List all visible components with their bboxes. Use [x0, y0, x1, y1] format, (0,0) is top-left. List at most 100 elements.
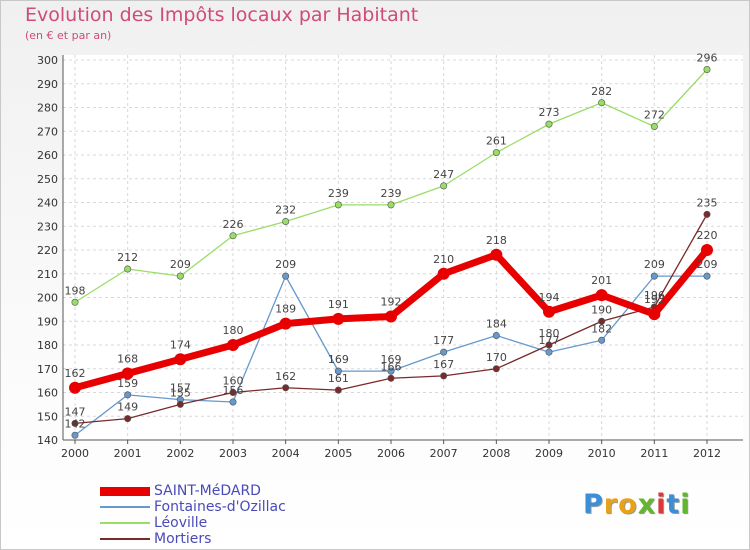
legend-swatch-saint-medard [100, 487, 150, 496]
data-point-saint-m-dard [332, 312, 345, 325]
data-label-saint-m-dard: 180 [223, 324, 244, 337]
data-point-saint-m-dard [543, 305, 555, 318]
data-label-fontaines-d-ozillac: 209 [275, 258, 296, 271]
data-label-saint-m-dard: 168 [117, 353, 138, 366]
data-label-saint-m-dard: 192 [381, 296, 402, 309]
data-point-saint-m-dard [385, 310, 397, 323]
data-label-fontaines-d-ozillac: 169 [328, 353, 349, 366]
data-label-mortiers: 162 [275, 370, 296, 383]
data-label-l-oville: 239 [328, 187, 349, 200]
data-label-mortiers: 180 [539, 327, 560, 340]
y-tick-label: 240 [37, 197, 58, 210]
y-tick-label: 270 [37, 125, 58, 138]
logo-letter: i [680, 489, 691, 520]
y-tick-label: 220 [37, 244, 58, 257]
data-point-saint-m-dard [227, 339, 239, 351]
data-label-fontaines-d-ozillac: 156 [223, 384, 244, 397]
x-tick-label: 2011 [640, 447, 668, 460]
data-label-mortiers: 149 [117, 401, 138, 414]
data-point-l-oville [282, 218, 290, 226]
y-tick-label: 170 [37, 363, 58, 376]
data-label-l-oville: 232 [275, 204, 296, 217]
data-label-fontaines-d-ozillac: 184 [486, 318, 507, 331]
y-tick-label: 250 [37, 173, 58, 186]
data-point-mortiers [387, 374, 395, 382]
data-label-l-oville: 212 [117, 251, 138, 264]
data-point-fontaines-d-ozillac [492, 331, 500, 339]
data-label-saint-m-dard: 174 [170, 338, 191, 351]
y-tick-label: 260 [37, 149, 58, 162]
logo-letter: r [603, 489, 619, 520]
data-label-mortiers: 161 [328, 372, 349, 385]
logo-letter: x [637, 489, 657, 520]
x-tick-label: 2004 [272, 447, 300, 460]
data-point-l-oville [492, 149, 500, 157]
x-tick-label: 2002 [166, 447, 194, 460]
data-point-saint-m-dard [648, 308, 661, 321]
x-tick-label: 2001 [114, 447, 142, 460]
y-tick-label: 300 [37, 54, 58, 67]
data-label-saint-m-dard: 210 [433, 253, 454, 266]
data-point-mortiers [282, 384, 290, 392]
data-point-l-oville [229, 232, 237, 240]
y-tick-label: 150 [37, 410, 58, 423]
data-label-l-oville: 282 [591, 85, 612, 98]
x-tick-label: 2012 [693, 447, 721, 460]
data-point-saint-m-dard [437, 267, 450, 280]
data-label-mortiers: 155 [170, 386, 191, 399]
data-point-fontaines-d-ozillac [387, 367, 395, 375]
data-point-l-oville [598, 99, 606, 107]
data-point-fontaines-d-ozillac [545, 348, 553, 356]
data-point-l-oville [124, 265, 132, 273]
y-tick-label: 280 [37, 102, 58, 115]
data-label-l-oville: 239 [381, 187, 402, 200]
data-label-mortiers: 147 [65, 405, 86, 418]
legend-label-mortiers: Mortiers [154, 531, 212, 547]
x-tick-label: 2000 [61, 447, 89, 460]
data-label-saint-m-dard: 194 [539, 291, 560, 304]
data-point-fontaines-d-ozillac [229, 398, 237, 406]
legend-swatch-mortiers [100, 538, 150, 540]
data-point-saint-m-dard [595, 289, 608, 302]
data-point-mortiers [229, 388, 237, 396]
y-tick-label: 160 [37, 387, 58, 400]
data-point-saint-m-dard [69, 381, 81, 394]
data-point-fontaines-d-ozillac [334, 367, 342, 375]
data-point-saint-m-dard [279, 317, 292, 330]
y-tick-label: 200 [37, 292, 58, 305]
data-point-fontaines-d-ozillac [71, 431, 79, 439]
y-tick-label: 230 [37, 220, 58, 233]
data-label-saint-m-dard: 218 [486, 234, 507, 247]
data-label-mortiers: 190 [591, 303, 612, 316]
x-tick-label: 2005 [324, 447, 352, 460]
x-tick-label: 2009 [535, 447, 563, 460]
data-label-fontaines-d-ozillac: 209 [697, 258, 718, 271]
data-label-fontaines-d-ozillac: 177 [433, 334, 454, 347]
legend-label-saint-medard: SAINT-MéDARD [154, 483, 261, 499]
x-tick-label: 2010 [588, 447, 616, 460]
data-label-fontaines-d-ozillac: 182 [591, 322, 612, 335]
data-point-mortiers [703, 210, 711, 218]
data-label-fontaines-d-ozillac: 142 [65, 417, 86, 430]
data-point-l-oville [703, 66, 711, 74]
data-label-mortiers: 235 [697, 196, 718, 209]
logo-letter: o [618, 489, 638, 520]
data-point-saint-m-dard [121, 367, 134, 380]
data-point-fontaines-d-ozillac [598, 336, 606, 344]
data-label-fontaines-d-ozillac: 177 [539, 334, 560, 347]
data-point-fontaines-d-ozillac [650, 272, 658, 280]
data-point-l-oville [650, 123, 658, 131]
data-label-l-oville: 261 [486, 135, 507, 148]
data-point-mortiers [492, 365, 500, 373]
data-point-mortiers [598, 317, 606, 325]
data-point-saint-m-dard [490, 248, 503, 261]
logo-letter: t [666, 489, 681, 520]
data-label-fontaines-d-ozillac: 209 [644, 258, 665, 271]
legend-swatch-leoville [100, 522, 150, 524]
data-label-l-oville: 296 [697, 52, 718, 65]
y-tick-label: 180 [37, 339, 58, 352]
data-label-l-oville: 272 [644, 109, 665, 122]
data-label-saint-m-dard: 162 [65, 367, 86, 380]
proxiti-logo: Proxiti [583, 489, 691, 520]
